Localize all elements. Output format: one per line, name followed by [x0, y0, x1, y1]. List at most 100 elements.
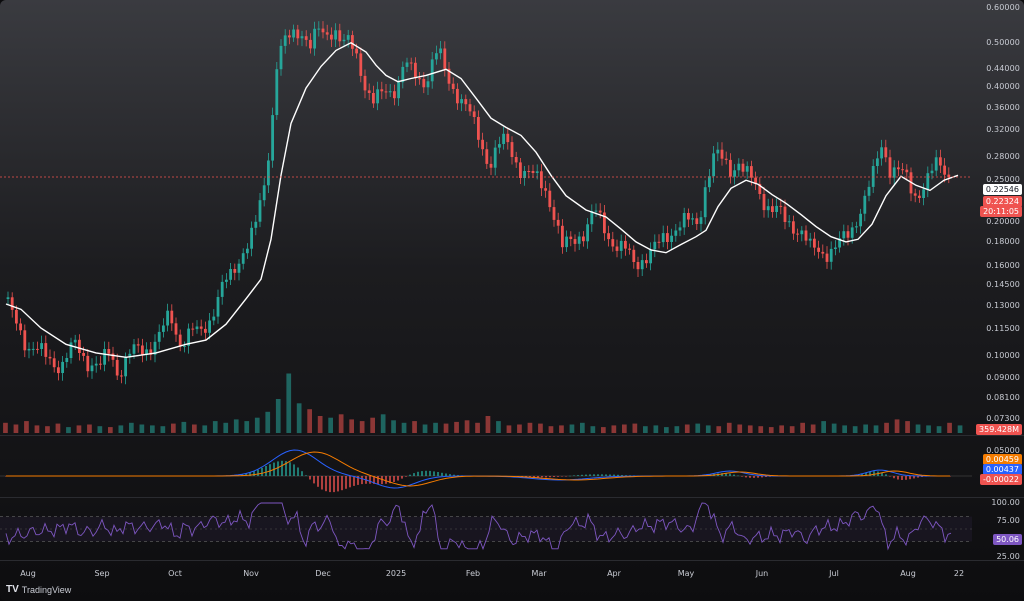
volume-bar	[947, 422, 952, 433]
volume-bar	[76, 425, 82, 433]
price-tick: 0.16000	[986, 261, 1020, 270]
candle-body	[363, 75, 367, 91]
price-tick: 0.08100	[986, 393, 1020, 402]
candle-body	[552, 207, 556, 220]
candle-body	[283, 35, 287, 46]
candle-body	[649, 249, 652, 264]
price-chart[interactable]	[0, 0, 1024, 560]
candle-body	[309, 39, 312, 49]
volume-bar	[716, 426, 722, 433]
price-tick: 0.36000	[986, 103, 1020, 112]
candle-body	[451, 83, 455, 89]
volume-bar	[254, 417, 260, 433]
candle-body	[418, 78, 421, 80]
price-tick: 0.13000	[986, 301, 1020, 310]
price-tick: 0.40000	[986, 82, 1020, 91]
macd-histogram-bar	[529, 476, 531, 478]
volume-bar	[328, 417, 333, 433]
pane-separator[interactable]	[0, 497, 1024, 498]
macd-histogram-bar	[345, 476, 347, 489]
macd-histogram-bar	[909, 476, 911, 480]
candle-body	[535, 171, 539, 173]
macd-histogram-bar	[301, 471, 303, 476]
macd-line-badge: 0.00437	[982, 464, 1022, 475]
volume-bar	[118, 425, 124, 433]
volume-bar	[24, 421, 29, 433]
candle-body	[863, 195, 867, 214]
volume-bar	[443, 423, 449, 433]
time-tick: Nov	[243, 569, 259, 578]
price-axis[interactable]: 0.60000 0.50000 0.44000 0.40000 0.36000 …	[974, 0, 1024, 561]
current-price-badge: 0.22324	[982, 196, 1022, 207]
candle-body	[804, 230, 808, 241]
candle-body	[834, 247, 837, 249]
candle-body	[296, 29, 300, 39]
candle-body	[157, 331, 161, 342]
candle-body	[619, 240, 623, 251]
candle-body	[254, 221, 258, 228]
macd-histogram-bar	[749, 476, 751, 478]
candle-body	[703, 187, 707, 218]
tradingview-logo[interactable]: TV TradingView	[6, 584, 71, 595]
volume-bar	[475, 422, 480, 433]
candle-body	[808, 238, 812, 241]
candle-body	[141, 345, 144, 355]
candle-body	[250, 227, 253, 249]
candle-body	[796, 233, 799, 235]
candle-body	[775, 205, 778, 212]
candle-body	[800, 230, 804, 235]
macd-histogram-bar	[725, 473, 727, 476]
macd-histogram-bar	[445, 473, 447, 476]
macd-histogram-bar	[565, 476, 567, 477]
volume-bar	[831, 423, 837, 433]
candle-body	[674, 230, 678, 236]
macd-histogram-bar	[861, 473, 863, 476]
candle-body	[762, 194, 766, 211]
volume-bar	[338, 414, 344, 433]
volume-bar	[821, 421, 826, 433]
macd-histogram-bar	[457, 475, 459, 476]
macd-histogram-bar	[537, 476, 539, 478]
macd-histogram-bar	[353, 476, 355, 486]
pane-separator[interactable]	[0, 435, 1024, 436]
candle-body	[498, 144, 501, 148]
macd-histogram-bar	[381, 476, 383, 485]
candle-body	[792, 221, 795, 234]
candle-body	[174, 323, 178, 335]
ma-value-badge: 0.22546	[982, 184, 1022, 195]
macd-histogram-bar	[417, 471, 419, 476]
volume-bar	[464, 420, 470, 434]
moving-average-line	[5, 41, 959, 359]
candle-body	[754, 177, 757, 184]
candle-body	[178, 334, 182, 347]
volume-bar	[737, 424, 743, 433]
candle-body	[699, 217, 703, 224]
macd-histogram-bar	[357, 476, 359, 485]
candle-body	[741, 163, 745, 172]
volume-bar	[705, 425, 711, 433]
candle-body	[888, 157, 892, 178]
candle-body	[691, 218, 694, 220]
candle-body	[443, 48, 447, 69]
candle-body	[624, 240, 627, 249]
time-tick: Mar	[531, 569, 547, 578]
price-tick: 0.14500	[986, 280, 1020, 289]
candle-body	[527, 171, 531, 172]
time-tick: Aug	[20, 569, 36, 578]
macd-histogram-bar	[329, 476, 331, 493]
candle-body	[787, 221, 791, 223]
candle-body	[745, 166, 749, 172]
macd-histogram-bar	[605, 474, 607, 476]
candle-body	[502, 133, 505, 144]
countdown-badge: 20:11:05	[980, 206, 1022, 217]
candle-body	[6, 297, 10, 299]
volume-bar	[192, 424, 197, 433]
candle-body	[44, 343, 48, 357]
volume-badge: 359.428M	[976, 424, 1022, 435]
macd-histogram-bar	[317, 476, 319, 487]
candle-body	[19, 323, 22, 331]
macd-histogram-bar	[313, 476, 315, 484]
candle-body	[31, 348, 35, 350]
macd-histogram-bar	[261, 467, 263, 476]
